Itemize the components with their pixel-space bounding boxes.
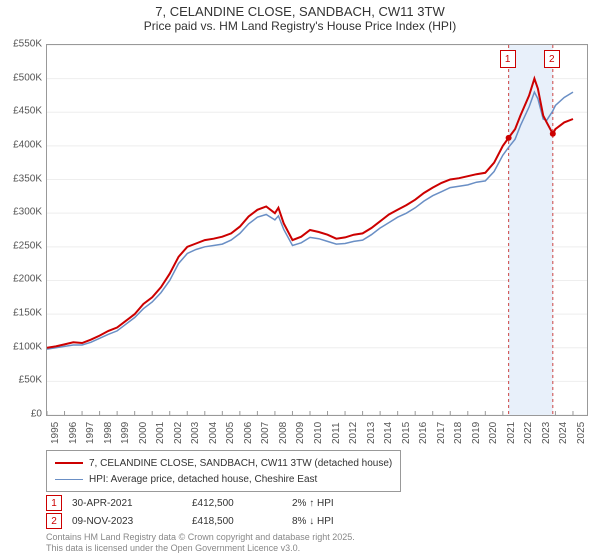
x-tick-label: 2015 [401,422,412,444]
x-tick-label: 2013 [366,422,377,444]
legend-swatch [55,462,83,464]
x-tick-label: 2004 [208,422,219,444]
y-tick-label: £500K [2,72,42,83]
sale-price: £412,500 [192,498,292,509]
plot-svg [47,45,587,415]
y-tick-label: £200K [2,274,42,285]
footer: Contains HM Land Registry data © Crown c… [46,532,355,554]
legend-label: HPI: Average price, detached house, Ches… [89,474,317,485]
x-tick-label: 1995 [50,422,61,444]
y-tick-label: £350K [2,173,42,184]
x-tick-label: 2021 [506,422,517,444]
x-tick-label: 2011 [331,422,342,444]
x-tick-label: 1999 [120,422,131,444]
y-tick-label: £0 [2,409,42,420]
x-tick-label: 2012 [348,422,359,444]
x-tick-label: 2023 [541,422,552,444]
y-tick-label: £450K [2,106,42,117]
sales-table: 1 30-APR-2021£412,5002% ↑ HPI 2 09-NOV-2023… [46,494,402,530]
x-tick-label: 2022 [523,422,534,444]
x-tick-label: 2010 [313,422,324,444]
sale-delta: 2% ↑ HPI [292,498,402,509]
x-tick-label: 2005 [225,422,236,444]
sale-row: 1 30-APR-2021£412,5002% ↑ HPI [46,494,402,512]
title-block: 7, CELANDINE CLOSE, SANDBACH, CW11 3TW P… [0,0,600,33]
x-tick-label: 2024 [558,422,569,444]
y-tick-label: £250K [2,240,42,251]
x-tick-label: 2001 [155,422,166,444]
sale-row: 2 09-NOV-2023£418,5008% ↓ HPI [46,512,402,530]
x-tick-label: 2003 [190,422,201,444]
y-tick-label: £50K [2,375,42,386]
x-tick-label: 2006 [243,422,254,444]
sale-price: £418,500 [192,516,292,527]
x-tick-label: 2016 [418,422,429,444]
y-tick-label: £550K [2,39,42,50]
x-tick-label: 2017 [436,422,447,444]
sale-delta: 8% ↓ HPI [292,516,402,527]
marker-flag-1: 1 [500,50,516,68]
footer-line2: This data is licensed under the Open Gov… [46,543,355,554]
x-tick-label: 2025 [576,422,587,444]
x-tick-label: 2009 [295,422,306,444]
sale-date: 09-NOV-2023 [72,516,192,527]
sale-marker: 1 [46,495,62,511]
footer-line1: Contains HM Land Registry data © Crown c… [46,532,355,543]
chart-title-line2: Price paid vs. HM Land Registry's House … [0,19,600,33]
x-tick-label: 2007 [260,422,271,444]
sale-marker: 2 [46,513,62,529]
legend-swatch [55,479,83,480]
y-tick-label: £300K [2,207,42,218]
legend-item: 7, CELANDINE CLOSE, SANDBACH, CW11 3TW (… [55,455,392,471]
x-tick-label: 2000 [138,422,149,444]
x-tick-label: 2020 [488,422,499,444]
series-hpi [47,92,573,349]
legend-item: HPI: Average price, detached house, Ches… [55,471,392,487]
chart-container: 7, CELANDINE CLOSE, SANDBACH, CW11 3TW P… [0,0,600,560]
marker-flag-2: 2 [544,50,560,68]
x-tick-label: 2014 [383,422,394,444]
x-tick-label: 1996 [68,422,79,444]
y-tick-label: £150K [2,308,42,319]
plot-area [46,44,588,416]
legend-label: 7, CELANDINE CLOSE, SANDBACH, CW11 3TW (… [89,458,392,469]
x-tick-label: 2002 [173,422,184,444]
x-tick-label: 2019 [471,422,482,444]
y-tick-label: £400K [2,139,42,150]
y-tick-label: £100K [2,341,42,352]
legend: 7, CELANDINE CLOSE, SANDBACH, CW11 3TW (… [46,450,401,492]
x-tick-label: 2008 [278,422,289,444]
x-tick-label: 1998 [103,422,114,444]
sale-date: 30-APR-2021 [72,498,192,509]
chart-title-line1: 7, CELANDINE CLOSE, SANDBACH, CW11 3TW [0,4,600,19]
x-tick-label: 1997 [85,422,96,444]
x-tick-label: 2018 [453,422,464,444]
